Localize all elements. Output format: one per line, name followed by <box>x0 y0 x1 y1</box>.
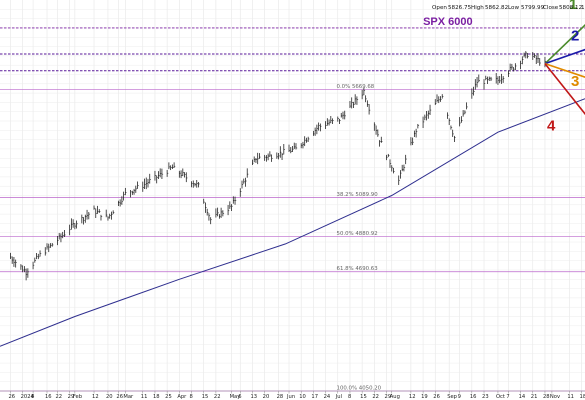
low-label: Low <box>508 5 519 11</box>
x-tick-label: Mar <box>123 394 134 400</box>
close-label: Close <box>543 5 559 11</box>
open-label: Open <box>432 5 447 11</box>
x-tick-label: 11 <box>141 394 148 400</box>
x-tick-label: 22 <box>372 394 379 400</box>
scenario-3-label: 3 <box>571 73 579 90</box>
horizontal-levels: SPX 6000 <box>0 16 585 72</box>
x-tick-label: 16 <box>45 394 52 400</box>
change-value: 1 <box>581 5 585 11</box>
x-tick-label: 17 <box>311 394 318 400</box>
x-tick-label: 8 <box>190 394 193 400</box>
spx-6000-label: SPX 6000 <box>423 16 473 28</box>
x-tick-label: Jul <box>335 394 342 400</box>
x-tick-label: 12 <box>92 394 99 400</box>
scenario-4-line <box>544 63 585 116</box>
x-tick-label: Feb <box>73 394 83 400</box>
x-tick-label: 7 <box>506 394 509 400</box>
scenario-1-label: 1 <box>569 0 577 13</box>
x-tick-label: 26 <box>116 394 123 400</box>
high-label: High <box>471 5 484 11</box>
x-tick-label: 15 <box>360 394 367 400</box>
x-tick-label: 23 <box>482 394 489 400</box>
x-tick-label: 28 <box>277 394 284 400</box>
x-tick-label: 22 <box>55 394 62 400</box>
x-tick-label: Jun <box>286 394 295 400</box>
x-tick-label: 20 <box>106 394 113 400</box>
x-tick-label: 2024 <box>21 394 35 400</box>
gridlines <box>0 0 585 391</box>
fib-level-label: 38.2% 5089.90 <box>337 192 379 198</box>
price-bars <box>10 51 547 281</box>
x-tick-label: 21 <box>531 394 538 400</box>
x-tick-label: 11 <box>567 394 574 400</box>
scenario-2-label: 2 <box>571 28 579 45</box>
scenario-2-line <box>544 48 585 65</box>
close-value: 5808.12 <box>559 5 582 11</box>
low-value: 5799.99 <box>521 5 545 11</box>
x-tick-label: 29 <box>68 394 75 400</box>
x-tick-label: 25 <box>165 394 172 400</box>
x-tick-label: 16 <box>470 394 477 400</box>
x-tick-label: 10 <box>299 394 306 400</box>
scenario-4-label: 4 <box>547 118 556 135</box>
scenario-paths: 1 2 3 4 <box>544 0 585 135</box>
open-value: 5826.75 <box>448 5 472 11</box>
x-tick-label: 8 <box>31 394 34 400</box>
x-tick-label: May <box>230 394 241 400</box>
x-tick-label: 18 <box>580 394 585 400</box>
fib-level-label: 100.0% 4050.20 <box>337 385 382 391</box>
fib-level-label: 61.8% 4690.63 <box>337 266 378 272</box>
x-tick-label: 6 <box>238 394 241 400</box>
x-tick-label: Sep <box>447 394 457 400</box>
x-tick-label: 12 <box>409 394 416 400</box>
x-tick-label: 8 <box>348 394 351 400</box>
scenario-1-line <box>544 24 585 65</box>
x-tick-label: Apr <box>177 394 187 400</box>
fib-level-label: 50.0% 4880.92 <box>337 231 378 237</box>
x-tick-label: 26 <box>8 394 15 400</box>
x-tick-label: 22 <box>214 394 221 400</box>
x-tick-label: 13 <box>250 394 257 400</box>
scenario-3-line <box>544 62 585 78</box>
high-value: 5862.82 <box>485 5 508 11</box>
fib-level-label: 0.0% 5669.68 <box>337 84 375 90</box>
x-tick-label: 24 <box>324 394 331 400</box>
x-tick-label: 20 <box>263 394 270 400</box>
x-tick-label: 19 <box>421 394 428 400</box>
x-tick-label: 29 <box>385 394 392 400</box>
x-tick-label: Oct <box>496 394 505 400</box>
x-tick-label: 28 <box>543 394 550 400</box>
x-tick-label: 14 <box>519 394 526 400</box>
x-tick-label: 15 <box>202 394 209 400</box>
x-tick-label: 18 <box>153 394 160 400</box>
x-tick-label: Aug <box>390 394 400 400</box>
x-tick-label: Nov <box>550 394 560 400</box>
x-tick-label: 26 <box>433 394 440 400</box>
moving-average-line <box>0 98 585 347</box>
x-tick-label: 9 <box>458 394 461 400</box>
ohlc-header: Open 5826.75 High 5862.82 Low 5799.99 Cl… <box>432 5 585 11</box>
